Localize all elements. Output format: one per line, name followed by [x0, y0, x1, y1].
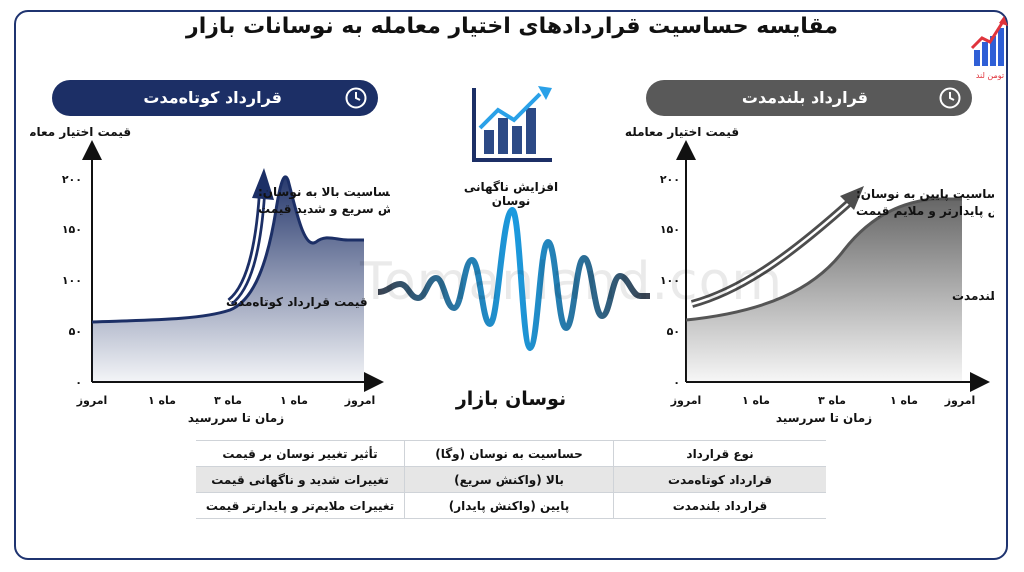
short-curve-label: قیمت قرارداد کوتاه‌مدت — [226, 295, 368, 310]
table-header-row: نوع قرارداد حساسیت به نوسان (وگا) تأثیر … — [196, 440, 826, 467]
table-cell: بالا (واکنش سریع) — [404, 466, 614, 493]
long-x-axis-title: زمان تا سررسید — [776, 411, 872, 425]
x-tick: ۳ ماه — [818, 394, 846, 407]
short-annotation-line1: حساسیت بالا به نوسان: — [258, 185, 390, 200]
table-row: قرارداد بلندمدت پایین (واکنش پایدار) تغی… — [196, 492, 826, 519]
long-arrow-head — [840, 186, 864, 210]
clock-icon — [939, 87, 961, 109]
short-arrow-head — [252, 168, 274, 200]
growth-chart-icon — [472, 86, 552, 162]
long-annotation-line2: واکنش پایدارتر و ملایم قیمت — [856, 204, 994, 219]
watermark-text: Tomanland.com — [360, 252, 784, 312]
long-contract-pill: قرارداد بلندمدت — [646, 80, 972, 116]
long-sensitivity-arrow-highlight — [691, 201, 851, 306]
short-contract-pill: قرارداد کوتاه‌مدت — [52, 80, 378, 116]
x-tick: ۱ ماه — [148, 394, 176, 407]
table-cell: قرارداد بلندمدت — [613, 492, 826, 519]
table-cell: تغییرات شدید و ناگهانی قیمت — [196, 466, 405, 493]
x-tick: ۱ ماه — [890, 394, 918, 407]
y-tick: ۵۰ — [69, 325, 82, 338]
long-contract-pill-label: قرارداد بلندمدت — [741, 88, 868, 107]
table-cell: تغییرات ملایم‌تر و پایدارتر قیمت — [196, 492, 405, 519]
short-contract-chart: قیمت اختیار معامله ۲۰۰ ۱۵۰ ۱۰۰ ۵۰ ۰ امرو… — [30, 125, 390, 425]
long-curve-label: قیمت قرارداد بلندمدت — [952, 289, 994, 303]
x-tick: ۳ ماه — [214, 394, 242, 407]
y-tick: ۱۵۰ — [660, 223, 680, 236]
x-tick: امروز — [344, 394, 376, 407]
table-header-cell: حساسیت به نوسان (وگا) — [404, 440, 614, 467]
y-tick: ۵۰ — [667, 325, 680, 338]
market-volatility-wave — [378, 206, 650, 352]
long-price-area — [686, 199, 962, 382]
short-x-axis-title: زمان تا سررسید — [188, 411, 284, 425]
volatility-spike-label: افزایش ناگهانی نوسان — [463, 180, 559, 208]
y-tick: ۲۰۰ — [62, 173, 82, 186]
short-contract-pill-label: قرارداد کوتاه‌مدت — [143, 88, 282, 107]
long-price-curve — [685, 197, 962, 322]
wave-line — [378, 206, 650, 352]
logo-text: تومن لند — [976, 71, 1004, 80]
table-cell: قرارداد کوتاه‌مدت — [613, 466, 826, 493]
y-tick: ۱۵۰ — [62, 223, 82, 236]
y-tick: ۱۰۰ — [62, 274, 82, 287]
x-tick: امروز — [76, 394, 108, 407]
clock-icon — [345, 87, 367, 109]
x-tick: امروز — [670, 394, 702, 407]
y-tick: ۰ — [75, 376, 82, 389]
x-tick: امروز — [944, 394, 976, 407]
y-tick: ۱۰۰ — [660, 274, 680, 287]
table-cell: پایین (واکنش پایدار) — [404, 492, 614, 519]
table-header-cell: نوع قرارداد — [613, 440, 826, 467]
table-header-cell: تأثیر تغییر نوسان بر قیمت — [196, 440, 405, 467]
site-logo: تومن لند — [970, 16, 1008, 80]
long-annotation-line1: حساسیت پایین به نوسان: — [856, 187, 994, 202]
market-volatility-label: نوسان بازار — [455, 388, 567, 410]
short-price-area — [92, 176, 364, 382]
page-title: مقایسه حساسیت قراردادهای اختیار معامله ب… — [186, 14, 838, 39]
long-y-axis-title: قیمت اختیار معامله — [625, 125, 739, 139]
long-contract-chart: قیمت اختیار معامله ۲۰۰ ۱۵۰ ۱۰۰ ۵۰ ۰ امرو… — [625, 125, 994, 425]
short-sensitivity-arrow-highlight — [229, 193, 264, 303]
y-tick: ۰ — [673, 376, 680, 389]
x-tick: ۱ ماه — [280, 394, 308, 407]
short-y-axis-title: قیمت اختیار معامله — [30, 125, 131, 139]
short-price-curve — [91, 175, 364, 324]
comparison-table: نوع قرارداد حساسیت به نوسان (وگا) تأثیر … — [196, 440, 826, 519]
x-tick: ۱ ماه — [742, 394, 770, 407]
table-row: قرارداد کوتاه‌مدت بالا (واکنش سریع) تغیی… — [196, 466, 826, 493]
y-tick: ۲۰۰ — [660, 173, 680, 186]
short-annotation-line2: واکنش سریع و شدید قیمت — [258, 202, 390, 217]
